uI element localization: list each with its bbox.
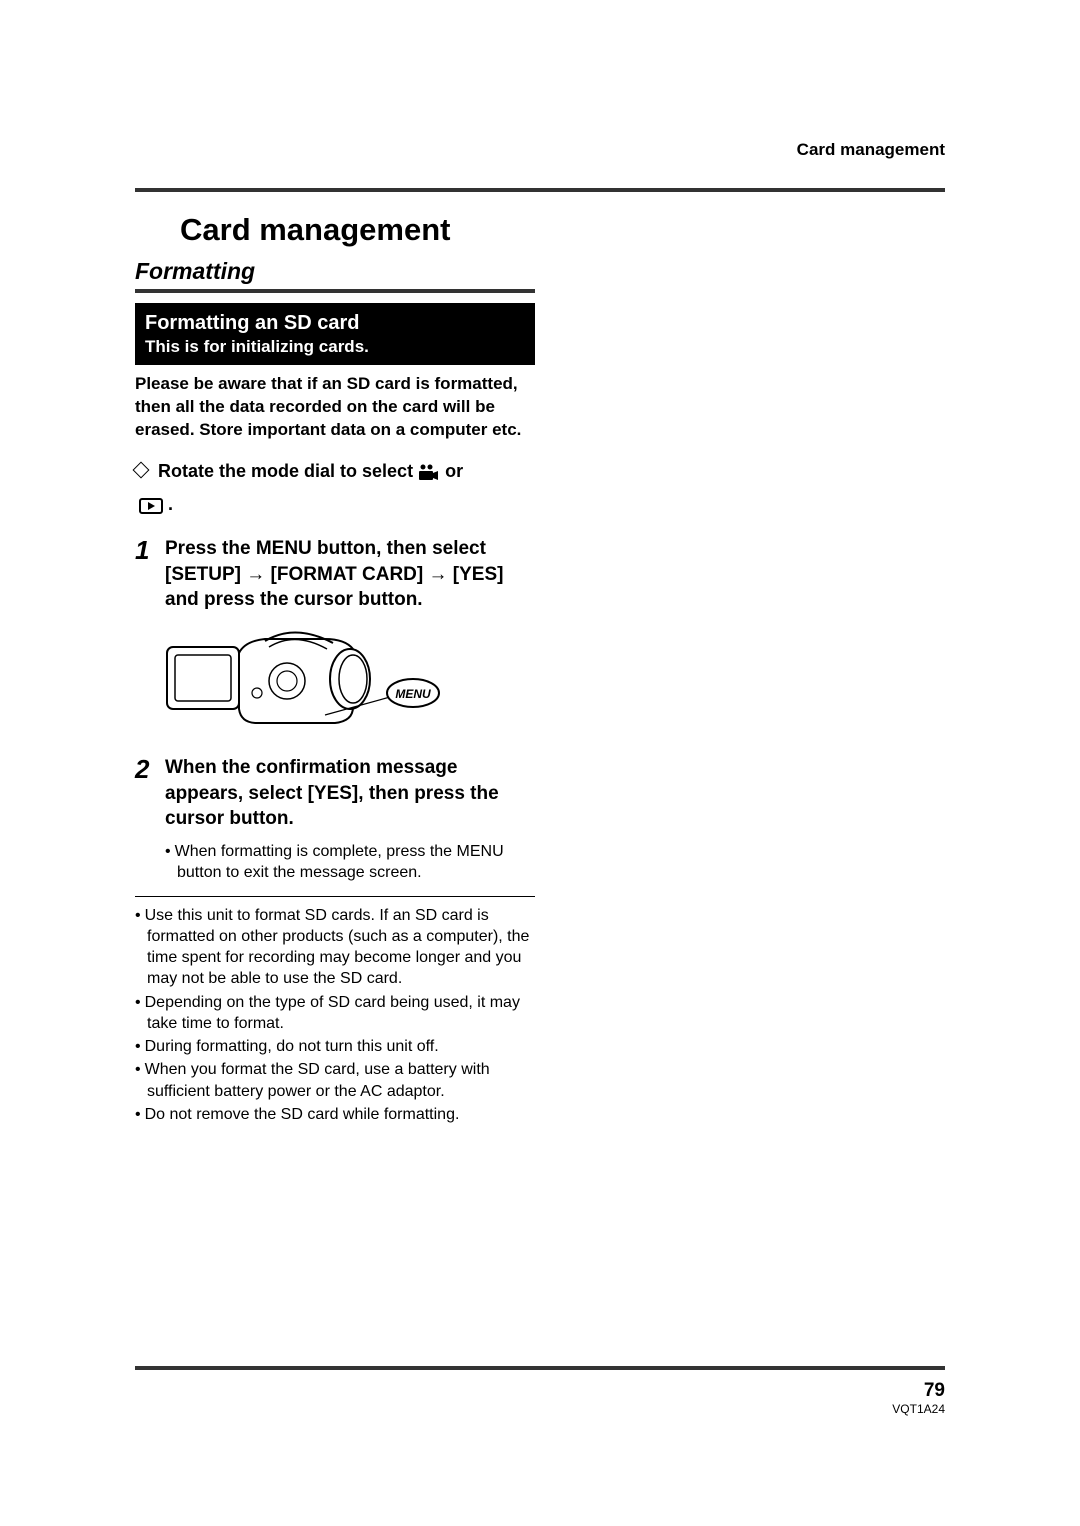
- note-item: When you format the SD card, use a batte…: [135, 1059, 535, 1102]
- note-item: During formatting, do not turn this unit…: [135, 1036, 535, 1057]
- subtitle-rule: [135, 289, 535, 293]
- mode-instruction: Rotate the mode dial to select or .: [135, 458, 535, 522]
- running-header: Card management: [135, 140, 945, 160]
- step-number: 1: [135, 536, 165, 613]
- step-2-substeps: When formatting is complete, press the M…: [165, 842, 535, 884]
- step-text: Press the MENU button, then select [SETU…: [165, 536, 535, 613]
- top-rule: [135, 188, 945, 192]
- mode-pre: Rotate the mode dial to select: [158, 461, 418, 481]
- page-footer: 79 VQT1A24: [135, 1366, 945, 1416]
- section-subtitle: Formatting: [135, 258, 535, 285]
- page-title: Card management: [180, 212, 535, 248]
- record-mode-icon: [418, 462, 440, 489]
- camcorder-illustration: MENU: [165, 627, 535, 737]
- step-2: 2 When the confirmation message appears,…: [135, 755, 555, 832]
- note-item: Use this unit to format SD cards. If an …: [135, 905, 535, 990]
- page-number: 79: [135, 1380, 945, 1402]
- divider: [135, 896, 535, 897]
- svg-text:MENU: MENU: [395, 687, 431, 701]
- note-item: Do not remove the SD card while formatti…: [135, 1104, 535, 1125]
- document-id: VQT1A24: [135, 1402, 945, 1416]
- step-number: 2: [135, 755, 165, 832]
- topic-heading: Formatting an SD card: [145, 311, 525, 336]
- topic-heading-box: Formatting an SD card This is for initia…: [135, 303, 535, 365]
- topic-subheading: This is for initializing cards.: [145, 336, 525, 357]
- bottom-rule: [135, 1366, 945, 1370]
- notes-list: Use this unit to format SD cards. If an …: [135, 905, 535, 1126]
- warning-text: Please be aware that if an SD card is fo…: [135, 373, 535, 442]
- mode-end: .: [168, 494, 173, 514]
- step-text: When the confirmation message appears, s…: [165, 755, 535, 832]
- note-item: Depending on the type of SD card being u…: [135, 992, 535, 1035]
- substep-item: When formatting is complete, press the M…: [165, 842, 535, 884]
- playback-mode-icon: [139, 495, 163, 522]
- step-1: 1 Press the MENU button, then select [SE…: [135, 536, 555, 613]
- mode-mid: or: [445, 461, 463, 481]
- diamond-icon: [133, 462, 150, 479]
